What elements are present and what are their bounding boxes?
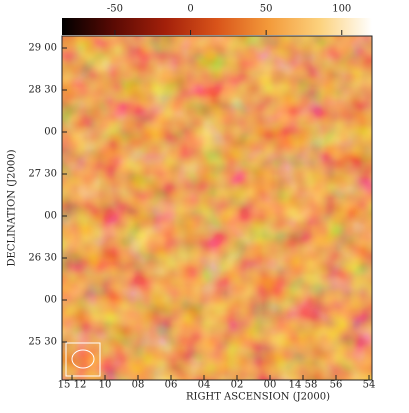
plot-frame: [61, 35, 373, 381]
y-tick-label: 25 30: [28, 337, 57, 348]
beam-box: [65, 342, 101, 377]
intensity-map: [62, 36, 372, 380]
x-tick-label: 15 12: [58, 380, 87, 391]
x-tick-label: 56: [330, 380, 343, 391]
y-tick-label: 00: [44, 211, 57, 222]
colorbar-tick-label: 50: [260, 4, 273, 15]
colorbar-gradient: [62, 18, 372, 35]
y-tick-label: 29 00: [28, 43, 57, 54]
x-tick-label: 04: [198, 380, 211, 391]
x-tick-label: 02: [231, 380, 244, 391]
x-tick-label: 06: [165, 380, 178, 391]
x-tick-label: 08: [132, 380, 145, 391]
y-axis-label: DECLINATION (J2000): [7, 149, 18, 266]
x-tick-label: 10: [99, 380, 112, 391]
y-tick-label: 00: [44, 295, 57, 306]
x-tick-label: 00: [264, 380, 277, 391]
y-tick-label: 26 30: [28, 253, 57, 264]
colorbar-tick-label: -50: [107, 4, 123, 15]
colorbar: [62, 18, 372, 35]
x-axis-label: RIGHT ASCENSION (J2000): [186, 392, 330, 403]
colorbar-tick-label: 0: [187, 4, 193, 15]
y-tick-label: 00: [44, 127, 57, 138]
colorbar-tick-label: 100: [332, 4, 351, 15]
beam: [71, 349, 95, 369]
y-tick-label: 28 30: [28, 85, 57, 96]
x-tick-label: 54: [363, 380, 376, 391]
x-tick-label: 14 58: [289, 380, 318, 391]
y-tick-label: 27 30: [28, 169, 57, 180]
